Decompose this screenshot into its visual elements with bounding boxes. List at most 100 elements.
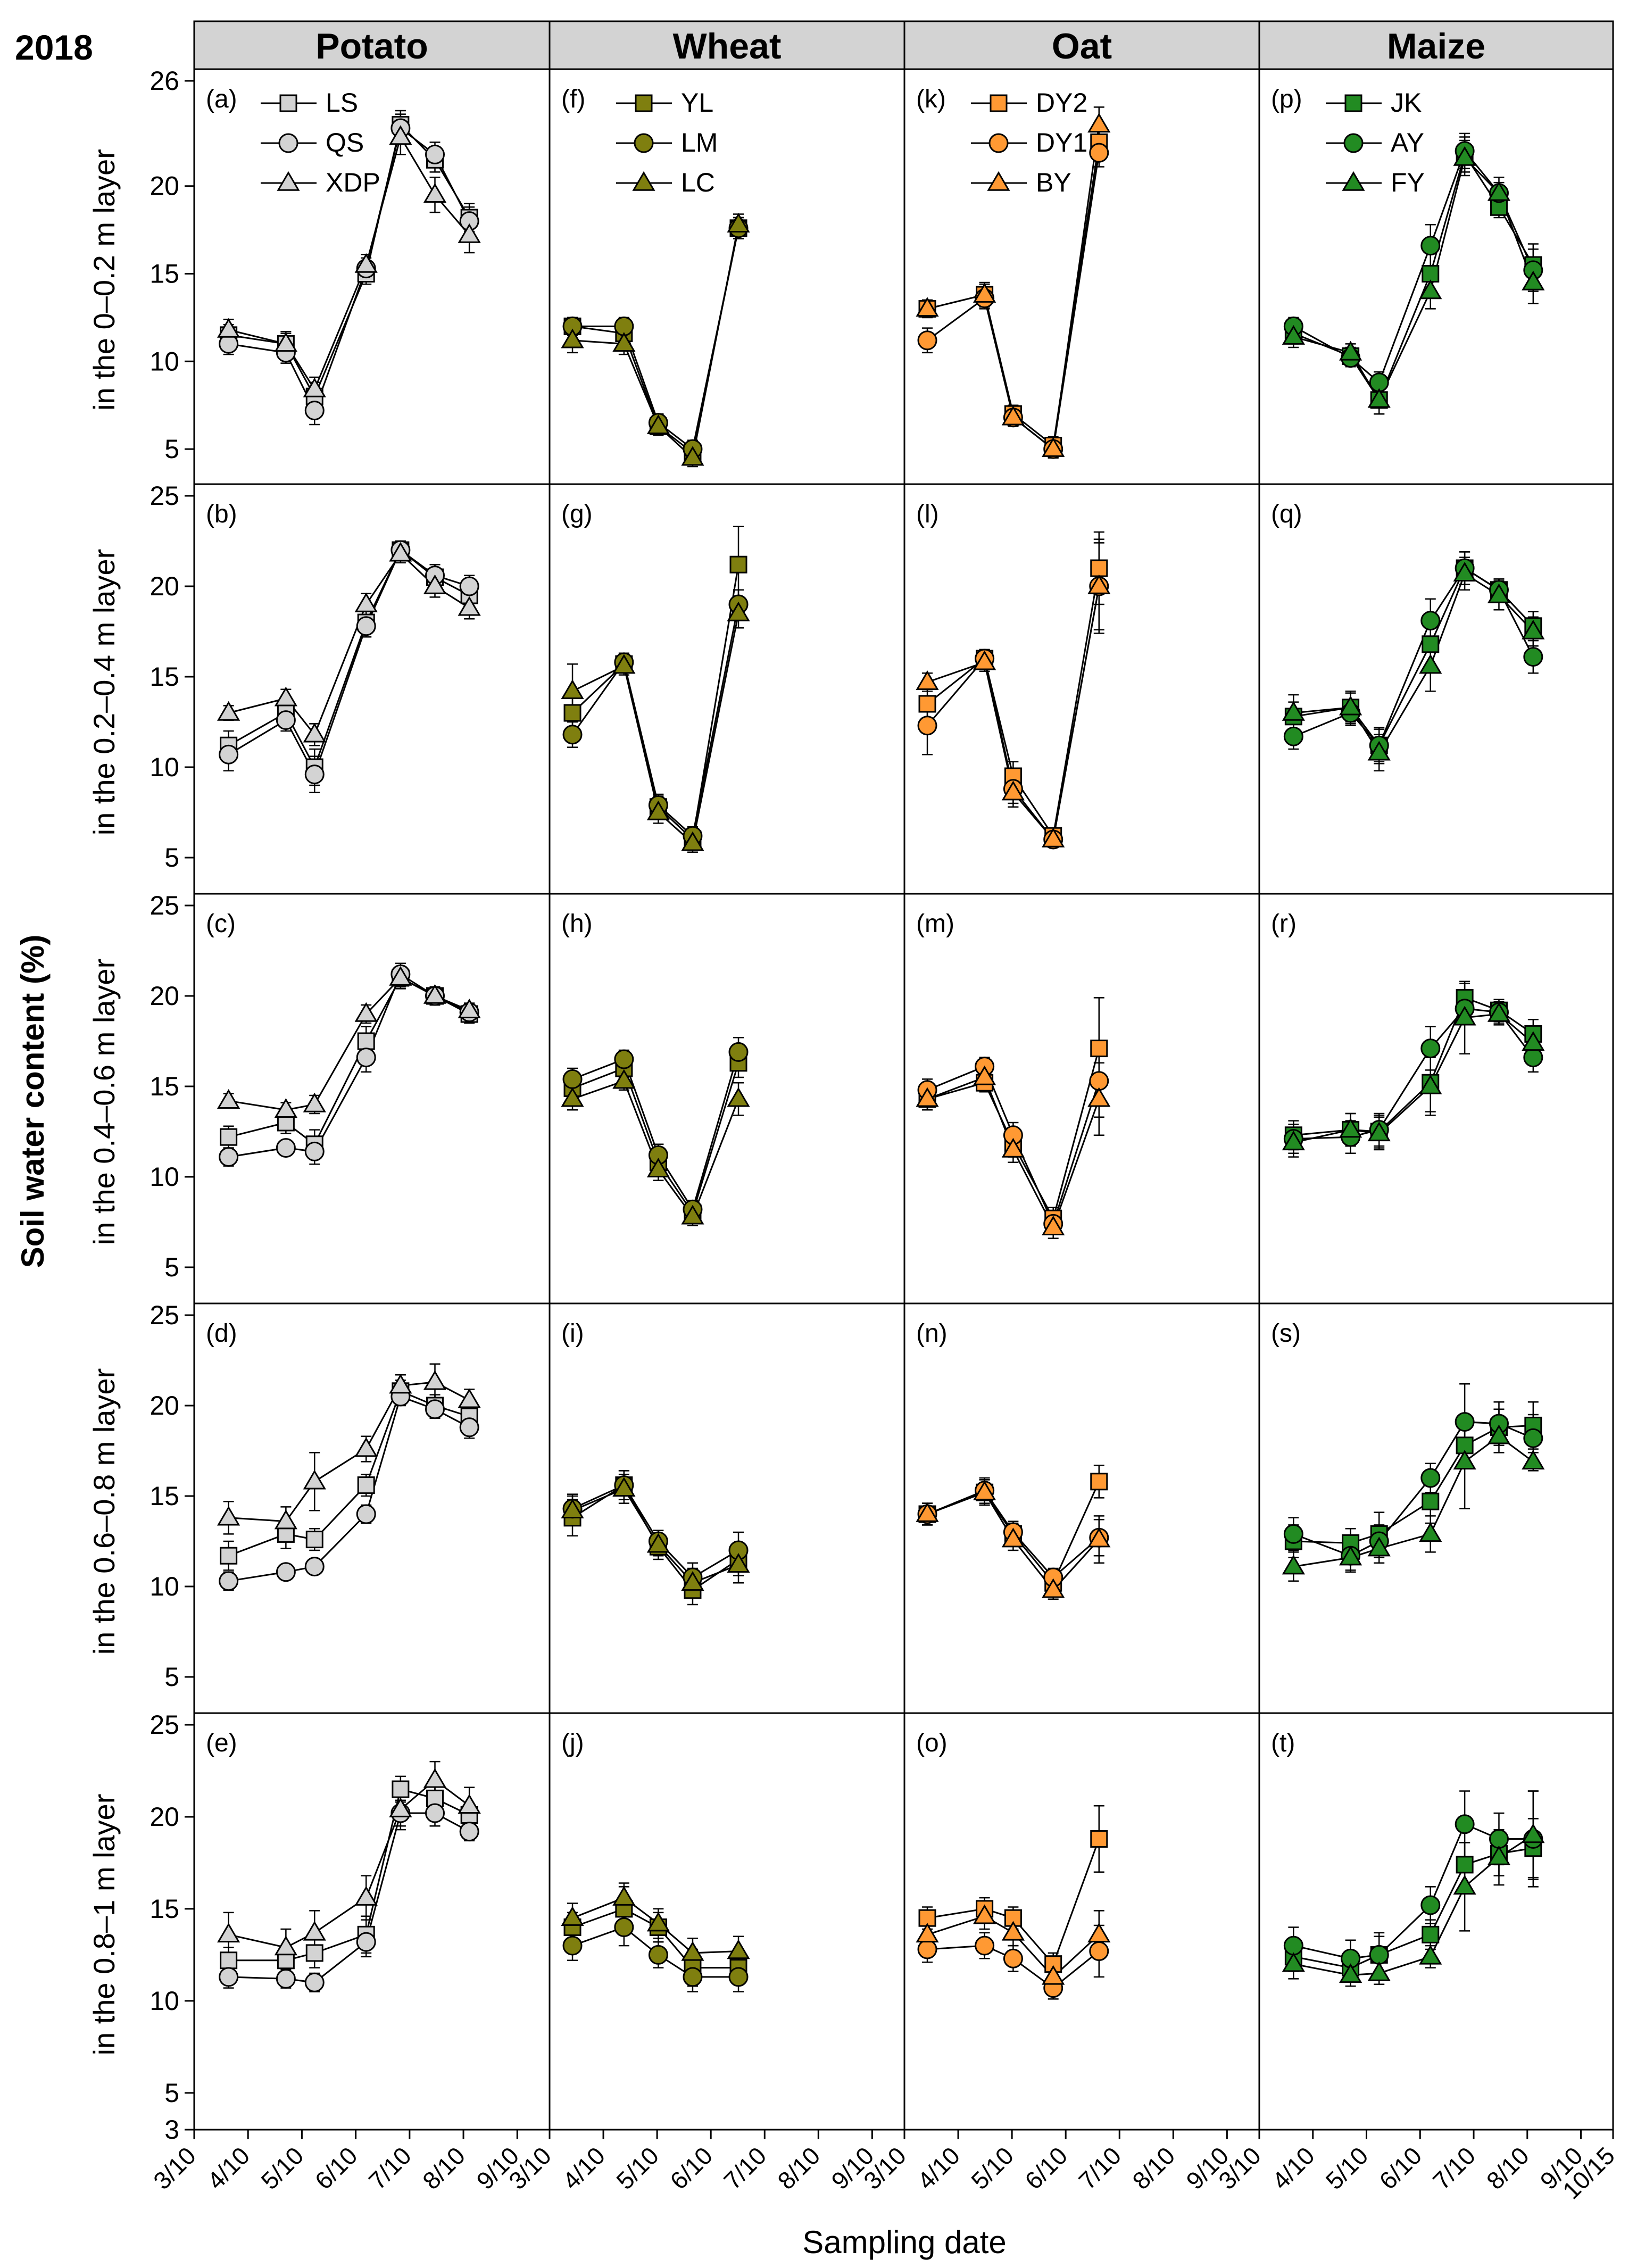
data-point-by [1001, 1137, 1025, 1158]
legend-label-dy2: DY2 [1036, 88, 1087, 118]
x-tick-label: 6/10 [1374, 2141, 1427, 2195]
data-point-dy1 [917, 1939, 937, 1959]
panel-label: (t) [1271, 1729, 1295, 1757]
panel-k: (k) DY2 DY1 BY [903, 68, 1260, 485]
data-point-by [916, 297, 939, 317]
panel-r: (r) [1258, 893, 1614, 1305]
y-tick-label: 5 [164, 434, 179, 464]
x-tick-label: 8/10 [1127, 2141, 1180, 2195]
data-point-ay [1420, 236, 1441, 256]
data-point-lc [612, 332, 636, 352]
x-axis-label: Sampling date [802, 2224, 1007, 2260]
x-tick-label: 6/10 [664, 2141, 718, 2195]
panel-frame [1258, 483, 1614, 895]
legend-oat: DY2 DY1 BY [971, 88, 1087, 197]
data-point-qs [459, 1822, 479, 1842]
data-point-lc [727, 213, 750, 232]
legend-label-lc: LC [681, 168, 715, 197]
x-tick-label: 7/10 [1427, 2141, 1481, 2195]
data-point-lc [681, 1204, 704, 1225]
data-point-fy [1367, 741, 1391, 761]
series-line-fy [1293, 1013, 1534, 1143]
data-point-lc [727, 1087, 750, 1107]
data-point-qs [304, 765, 325, 785]
column-header-oat: Oat [1052, 26, 1112, 67]
y-tick-label: 5 [164, 1252, 179, 1282]
data-point-ls [357, 1476, 375, 1494]
data-point-xdp [389, 1374, 412, 1394]
data-point-lc [646, 414, 670, 434]
data-point-qs [304, 1141, 325, 1161]
data-point-lm [614, 1049, 634, 1069]
series-line-qs [228, 1812, 470, 1983]
data-point-fy [1339, 1963, 1362, 1983]
panel-o: (o) [903, 1712, 1260, 2131]
data-point-fy [1282, 1952, 1305, 1972]
data-point-ay [1420, 1895, 1441, 1915]
x-tick-label: 4/10 [912, 2141, 965, 2195]
data-point-dy2 [1090, 1040, 1108, 1058]
data-point-xdp [458, 1388, 481, 1408]
panel-label: (a) [206, 85, 237, 113]
panel-m: (m) [903, 893, 1260, 1305]
data-point-xdp [274, 1935, 298, 1956]
panel-frame [549, 1712, 905, 2131]
data-point-fy [1487, 1424, 1511, 1444]
column-headers: Potato Wheat Oat Maize [193, 20, 1614, 70]
x-axis: 3/10 4/10 5/10 6/10 7/10 8/10 9/103/10 4/10 5/10… [148, 2130, 1620, 2204]
data-point-by [1001, 1921, 1025, 1941]
data-point-fy [1522, 1031, 1545, 1051]
data-point-fy [1487, 1002, 1511, 1022]
legend-label-ay: AY [1391, 128, 1424, 157]
data-point-qs [304, 1557, 325, 1577]
data-point-lc [646, 800, 670, 820]
data-point-ay [1283, 726, 1303, 746]
data-point-ls [305, 1531, 323, 1549]
data-point-fy [1487, 1845, 1511, 1865]
data-point-qs [276, 1562, 296, 1582]
data-point-lm [728, 1967, 749, 1987]
x-tick-label: 4/10 [557, 2141, 610, 2195]
data-point-dy2 [918, 695, 936, 713]
panel-frame [903, 893, 1260, 1305]
data-point-xdp [217, 1089, 240, 1109]
data-point-ay [1369, 1945, 1389, 1965]
data-point-jk [1422, 1492, 1440, 1510]
panel-label: (q) [1271, 500, 1302, 528]
series-line-lm [572, 1051, 739, 1211]
data-point-fy [1453, 1006, 1476, 1026]
column-header-box [1258, 20, 1614, 70]
data-point-xdp [423, 1370, 447, 1390]
panel-label: (o) [916, 1729, 948, 1757]
x-tick-label: 5/10 [255, 2141, 309, 2195]
data-point-qs [304, 401, 325, 421]
data-point-xdp [274, 1098, 298, 1118]
data-point-lc [612, 1885, 636, 1906]
panel-frame [1258, 1712, 1614, 2131]
y-tick-label: 25 [149, 1300, 179, 1330]
data-point-xdp [303, 722, 326, 743]
data-point-ay [1455, 1814, 1475, 1834]
data-point-fy [1419, 1522, 1442, 1542]
data-point-xdp [389, 966, 412, 986]
data-point-xdp [458, 998, 481, 1018]
data-point-fy [1522, 619, 1545, 639]
legend-marker-xdp [277, 171, 300, 191]
y-tick-label: 10 [149, 1162, 179, 1192]
data-point-fy [1522, 270, 1545, 290]
data-point-lc [612, 1069, 636, 1089]
data-point-lc [681, 446, 704, 466]
data-point-fy [1339, 340, 1362, 361]
panel-q: (q) [1258, 483, 1614, 895]
panel-label: (m) [916, 910, 954, 938]
x-tick-label: 8/10 [1481, 2141, 1534, 2195]
legend-label-yl: YL [681, 88, 713, 118]
data-point-xdp [303, 377, 326, 397]
data-point-by [1042, 1215, 1065, 1235]
data-point-fy [1453, 146, 1476, 166]
legend-label-xdp: XDP [326, 168, 380, 197]
legend-label-ls: LS [326, 88, 358, 118]
data-point-lc [561, 679, 584, 699]
data-point-lm [562, 1935, 583, 1956]
